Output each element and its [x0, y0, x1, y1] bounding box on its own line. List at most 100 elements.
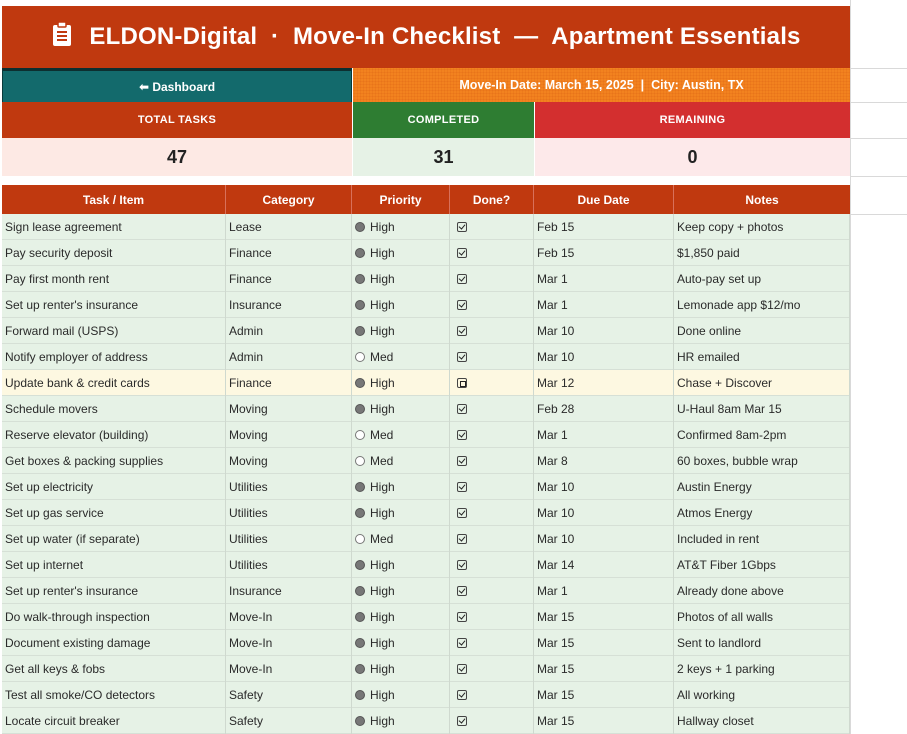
cell-category[interactable]: Move-In [226, 656, 352, 682]
done-checkbox[interactable] [457, 482, 467, 492]
cell-category[interactable]: Move-In [226, 604, 352, 630]
cell-notes[interactable]: Austin Energy [674, 474, 850, 500]
cell-task[interactable]: Pay security deposit [2, 240, 226, 266]
cell-category[interactable]: Finance [226, 370, 352, 396]
table-row[interactable]: Get all keys & fobs Move-In High Mar 15 2 ke… [2, 656, 850, 682]
cell-task[interactable]: Document existing damage [2, 630, 226, 656]
cell-priority[interactable]: High [352, 708, 450, 734]
cell-priority[interactable]: High [352, 318, 450, 344]
cell-done[interactable] [450, 448, 534, 474]
cell-done[interactable] [450, 578, 534, 604]
done-checkbox[interactable] [457, 274, 467, 284]
cell-priority[interactable]: High [352, 292, 450, 318]
done-checkbox[interactable] [457, 508, 467, 518]
cell-due-date[interactable]: Mar 1 [534, 292, 674, 318]
done-checkbox[interactable] [457, 404, 467, 414]
cell-priority[interactable]: Med [352, 344, 450, 370]
cell-done[interactable] [450, 266, 534, 292]
cell-done[interactable] [450, 292, 534, 318]
cell-priority[interactable]: High [352, 604, 450, 630]
cell-notes[interactable]: Lemonade app $12/mo [674, 292, 850, 318]
cell-category[interactable]: Insurance [226, 292, 352, 318]
done-checkbox[interactable] [457, 638, 467, 648]
table-row[interactable]: Update bank & credit cards Finance High Mar… [2, 370, 850, 396]
cell-notes[interactable]: U-Haul 8am Mar 15 [674, 396, 850, 422]
cell-due-date[interactable]: Mar 10 [534, 526, 674, 552]
done-checkbox[interactable] [457, 352, 467, 362]
cell-priority[interactable]: High [352, 682, 450, 708]
cell-task[interactable]: Set up renter's insurance [2, 578, 226, 604]
table-row[interactable]: Document existing damage Move-In High Mar 1… [2, 630, 850, 656]
cell-notes[interactable]: Chase + Discover [674, 370, 850, 396]
cell-due-date[interactable]: Mar 1 [534, 422, 674, 448]
cell-category[interactable]: Insurance [226, 578, 352, 604]
cell-category[interactable]: Utilities [226, 552, 352, 578]
cell-priority[interactable]: High [352, 266, 450, 292]
cell-category[interactable]: Utilities [226, 500, 352, 526]
cell-task[interactable]: Sign lease agreement [2, 214, 226, 240]
done-checkbox[interactable] [457, 378, 467, 388]
cell-category[interactable]: Utilities [226, 526, 352, 552]
column-header-done[interactable]: Done? [450, 185, 534, 214]
cell-notes[interactable]: HR emailed [674, 344, 850, 370]
cell-due-date[interactable]: Mar 12 [534, 370, 674, 396]
done-checkbox[interactable] [457, 560, 467, 570]
cell-priority[interactable]: High [352, 396, 450, 422]
cell-task[interactable]: Pay first month rent [2, 266, 226, 292]
cell-due-date[interactable]: Mar 14 [534, 552, 674, 578]
cell-notes[interactable]: 2 keys + 1 parking [674, 656, 850, 682]
cell-notes[interactable]: Included in rent [674, 526, 850, 552]
done-checkbox[interactable] [457, 248, 467, 258]
cell-due-date[interactable]: Mar 8 [534, 448, 674, 474]
cell-priority[interactable]: High [352, 656, 450, 682]
cell-category[interactable]: Utilities [226, 474, 352, 500]
table-row[interactable]: Reserve elevator (building) Moving Med Mar … [2, 422, 850, 448]
cell-priority[interactable]: Med [352, 526, 450, 552]
cell-category[interactable]: Moving [226, 396, 352, 422]
cell-due-date[interactable]: Feb 15 [534, 214, 674, 240]
table-row[interactable]: Set up gas service Utilities High Mar 10 Atm… [2, 500, 850, 526]
cell-notes[interactable]: Auto-pay set up [674, 266, 850, 292]
cell-priority[interactable]: High [352, 630, 450, 656]
cell-category[interactable]: Moving [226, 448, 352, 474]
table-row[interactable]: Notify employer of address Admin Med Mar 10… [2, 344, 850, 370]
cell-task[interactable]: Forward mail (USPS) [2, 318, 226, 344]
done-checkbox[interactable] [457, 586, 467, 596]
cell-due-date[interactable]: Feb 15 [534, 240, 674, 266]
cell-priority[interactable]: High [352, 240, 450, 266]
cell-notes[interactable]: AT&T Fiber 1Gbps [674, 552, 850, 578]
table-row[interactable]: Pay security deposit Finance High Feb 15 $1,… [2, 240, 850, 266]
cell-task[interactable]: Get all keys & fobs [2, 656, 226, 682]
cell-priority[interactable]: High [352, 214, 450, 240]
cell-task[interactable]: Set up gas service [2, 500, 226, 526]
dashboard-button[interactable]: ⬅ Dashboard [2, 68, 352, 104]
column-header-due-date[interactable]: Due Date [534, 185, 674, 214]
cell-task[interactable]: Schedule movers [2, 396, 226, 422]
cell-done[interactable] [450, 630, 534, 656]
cell-task[interactable]: Test all smoke/CO detectors [2, 682, 226, 708]
cell-task[interactable]: Locate circuit breaker [2, 708, 226, 734]
cell-task[interactable]: Notify employer of address [2, 344, 226, 370]
done-checkbox[interactable] [457, 716, 467, 726]
cell-due-date[interactable]: Mar 1 [534, 266, 674, 292]
cell-category[interactable]: Move-In [226, 630, 352, 656]
cell-notes[interactable]: Confirmed 8am-2pm [674, 422, 850, 448]
cell-task[interactable]: Set up water (if separate) [2, 526, 226, 552]
cell-done[interactable] [450, 422, 534, 448]
cell-done[interactable] [450, 240, 534, 266]
table-row[interactable]: Set up internet Utilities High Mar 14 AT&T F… [2, 552, 850, 578]
table-row[interactable]: Set up renter's insurance Insurance High Ma… [2, 292, 850, 318]
cell-task[interactable]: Reserve elevator (building) [2, 422, 226, 448]
done-checkbox[interactable] [457, 612, 467, 622]
cell-task[interactable]: Set up electricity [2, 474, 226, 500]
cell-done[interactable] [450, 214, 534, 240]
cell-task[interactable]: Set up internet [2, 552, 226, 578]
cell-notes[interactable]: All working [674, 682, 850, 708]
cell-notes[interactable]: Atmos Energy [674, 500, 850, 526]
done-checkbox[interactable] [457, 456, 467, 466]
cell-due-date[interactable]: Mar 10 [534, 344, 674, 370]
cell-notes[interactable]: Done online [674, 318, 850, 344]
cell-category[interactable]: Safety [226, 682, 352, 708]
cell-category[interactable]: Finance [226, 266, 352, 292]
cell-category[interactable]: Finance [226, 240, 352, 266]
